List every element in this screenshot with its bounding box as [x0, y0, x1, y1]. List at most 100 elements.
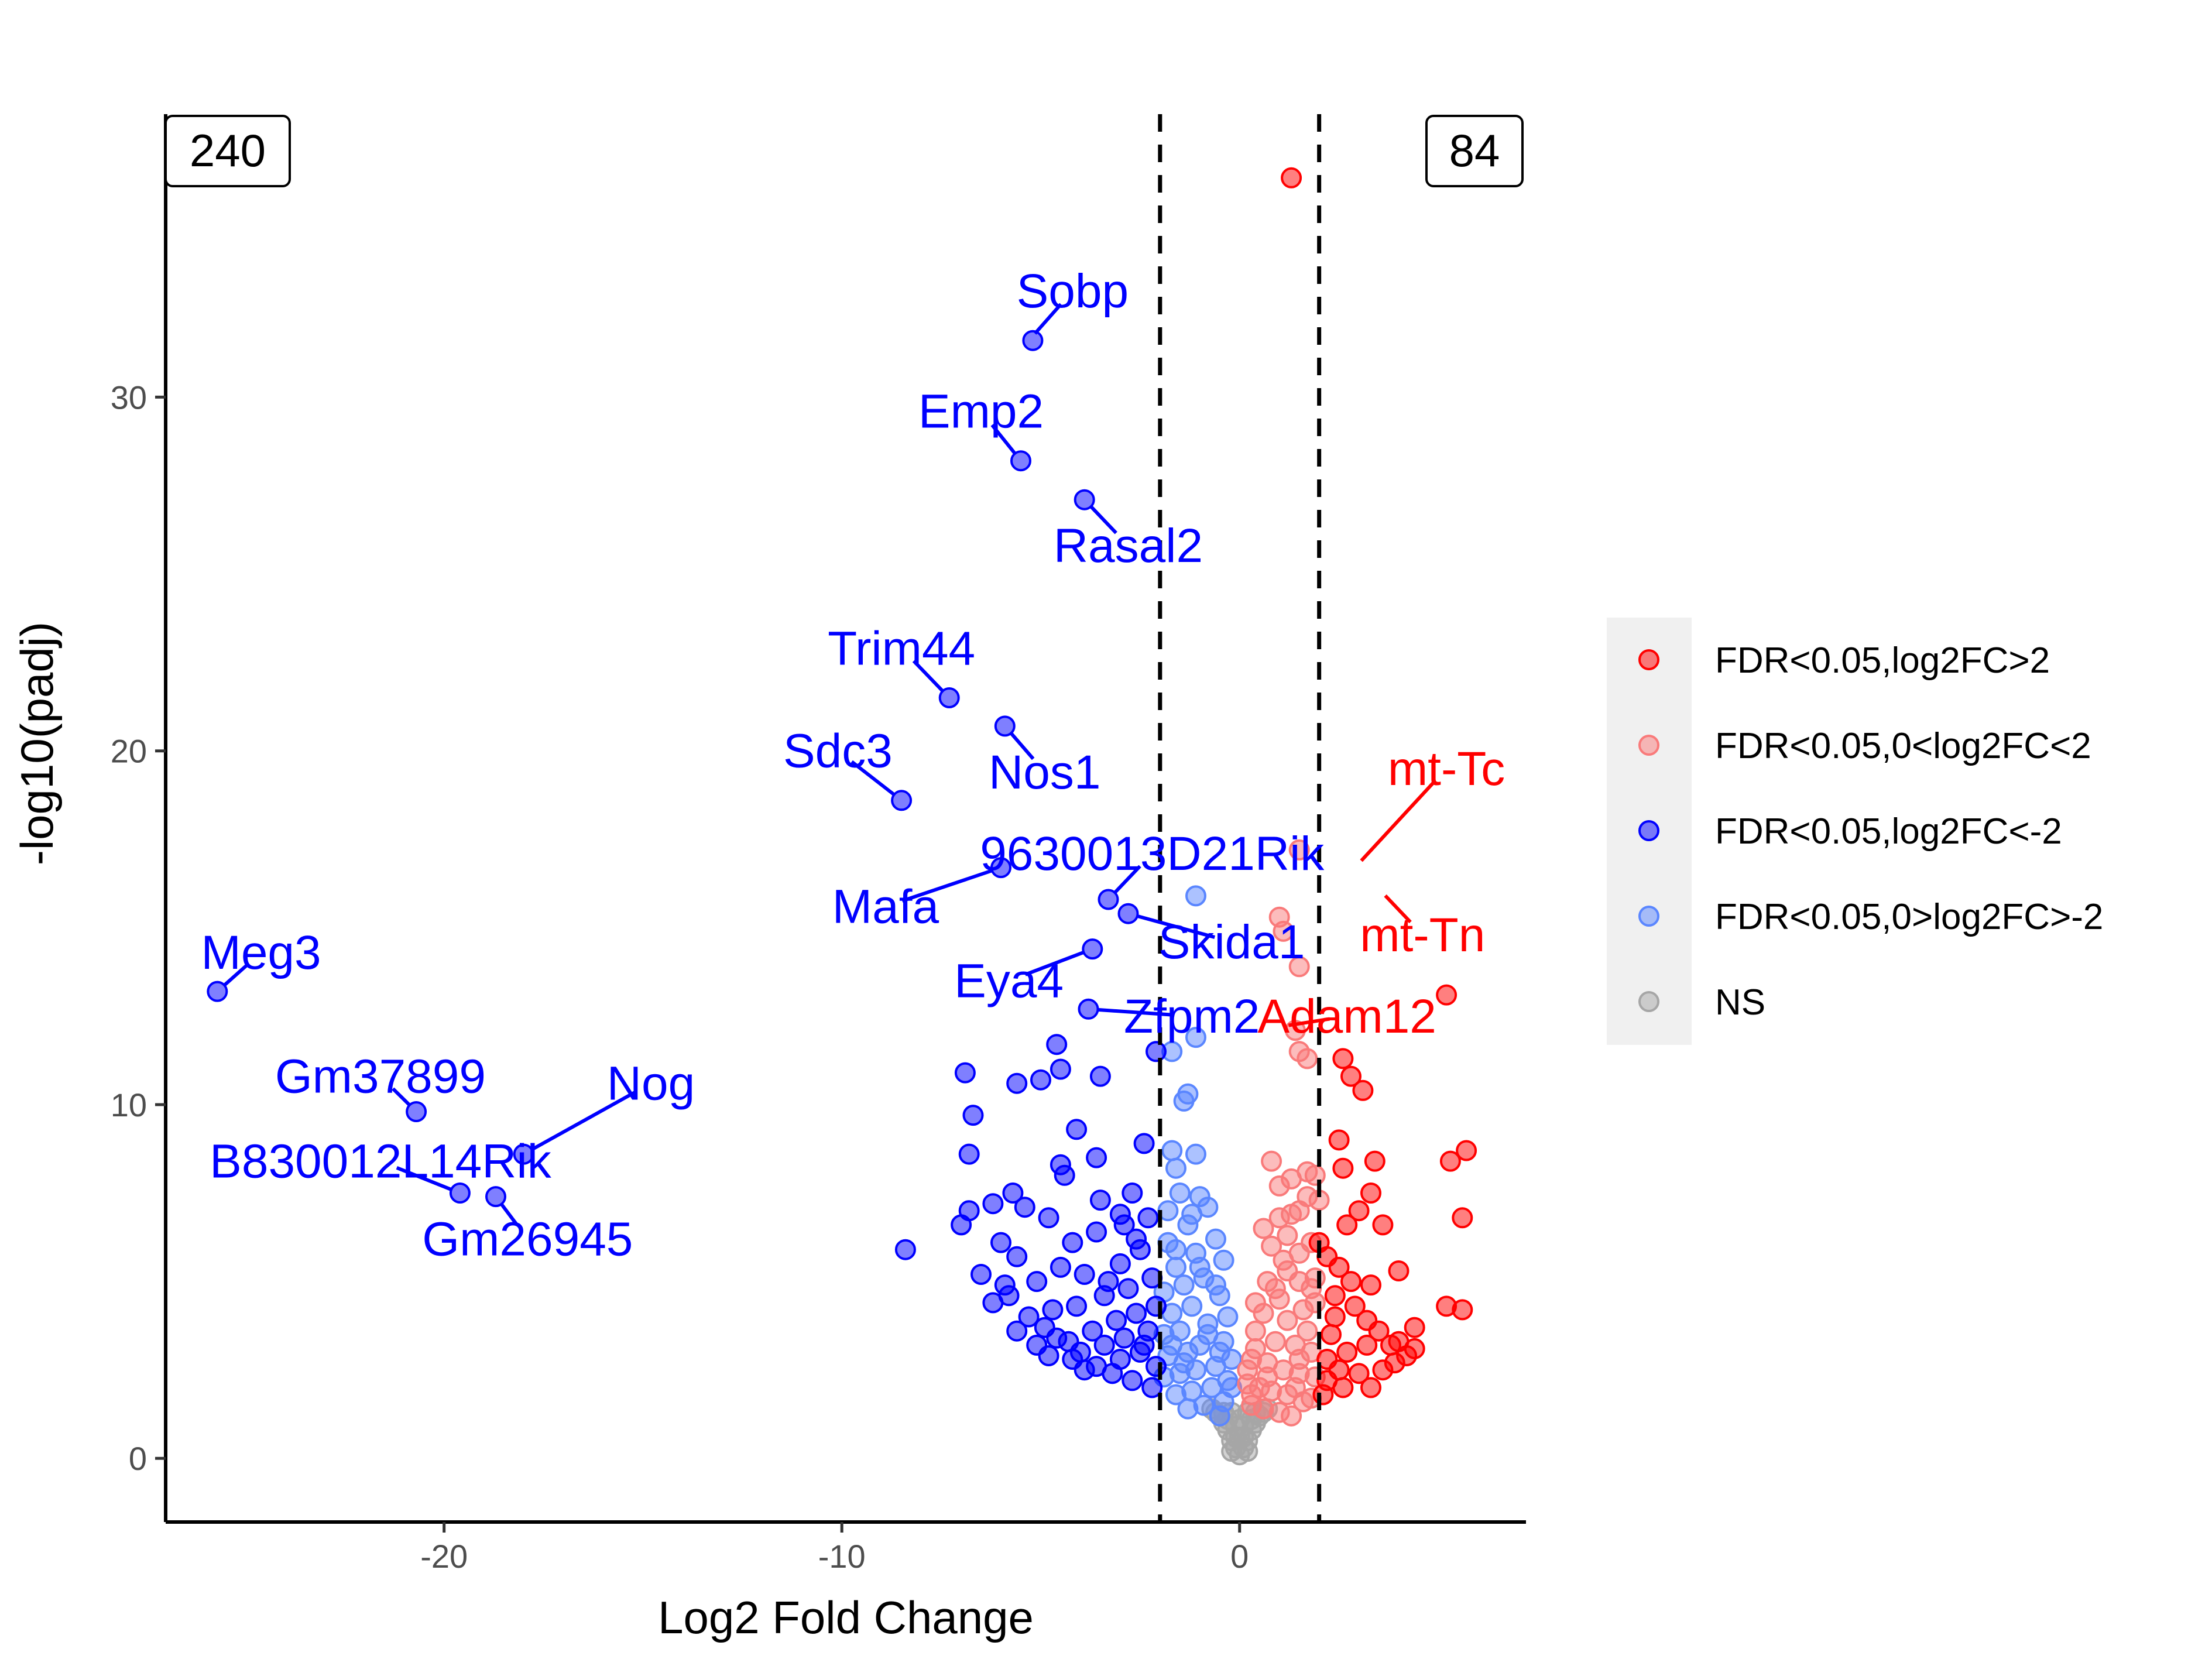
point-up-ns [1237, 1359, 1258, 1381]
gene-label-connector [1113, 865, 1141, 894]
gene-label-connector [1288, 1017, 1330, 1027]
point-up-sig [1332, 1377, 1354, 1399]
point-down-sig [485, 1186, 506, 1208]
point-down-sig [1093, 1334, 1115, 1356]
point-down-ns [1209, 1341, 1230, 1363]
point-up-ns [1297, 1048, 1318, 1070]
point-down-sig [994, 1274, 1016, 1296]
y-axis-title: -log10(padj) [11, 622, 63, 865]
gene-label-connector [392, 1087, 411, 1106]
legend-key [1638, 735, 1659, 756]
point-up-sig [1364, 1150, 1385, 1172]
gene-label-connector [1089, 505, 1117, 534]
gene-label: Trim44 [828, 622, 975, 675]
point-down-sig [938, 687, 960, 708]
point-down-sig [1038, 1207, 1059, 1229]
point-down-sig [1010, 450, 1031, 472]
point-down-sig [1098, 889, 1119, 910]
count-box-down: 240 [164, 115, 291, 187]
point-up-ns [1257, 1366, 1278, 1388]
gene-label: Nos1 [989, 746, 1100, 799]
point-up-ns [1281, 1405, 1302, 1427]
point-up-sig [1348, 1363, 1370, 1384]
point-down-sig [1030, 1069, 1051, 1091]
point-down-ns [1165, 1157, 1186, 1179]
y-tick-label: 0 [129, 1440, 147, 1477]
gene-label: Nog [607, 1057, 695, 1110]
point-up-ns [1284, 1377, 1306, 1399]
point-up-sig [1436, 984, 1457, 1006]
point-down-sig [1106, 1310, 1127, 1331]
gene-labels: Sobp Emp2 Rasal2 Trim44 Nos1 Sdc3 9630013D21Ri… [201, 265, 1505, 1266]
point-down-sig [513, 1143, 534, 1165]
gene-label: Gm37899 [275, 1050, 486, 1103]
legend-label: NS [1715, 982, 1765, 1023]
legend-key [1638, 991, 1659, 1012]
point-down-sig [406, 1101, 427, 1122]
point-up-sig [1321, 1324, 1342, 1345]
point-down-sig [1082, 1320, 1103, 1342]
gene-label-connector [1024, 950, 1085, 976]
gene-label-connector [531, 1090, 637, 1151]
point-down-sig [958, 1200, 980, 1222]
point-up-ns [1261, 1235, 1282, 1257]
gene-label: mt-Tn [1360, 909, 1485, 962]
count-up-label: 84 [1449, 125, 1500, 176]
point-up-ns [1244, 1320, 1266, 1342]
point-up-sig [1336, 1214, 1358, 1236]
legend-label: FDR<0.05,log2FC<-2 [1715, 811, 2062, 852]
gene-label: B830012L14Rik [210, 1135, 552, 1188]
point-down-sig [1054, 1164, 1075, 1186]
legend-key [1638, 649, 1659, 670]
point-down-sig [1137, 1207, 1159, 1229]
gene-label: Emp2 [918, 385, 1044, 438]
point-down-sig [994, 715, 1016, 737]
point-down-ns [1173, 1352, 1195, 1374]
point-down-sig [1122, 1182, 1143, 1204]
point-down-sig [1006, 1072, 1028, 1094]
point-down-ns [1185, 885, 1206, 907]
y-tick-label: 10 [111, 1086, 147, 1123]
point-down-ns [1165, 1384, 1186, 1406]
gene-label-connector [223, 962, 249, 987]
gene-label-connector [500, 1203, 519, 1226]
point-down-ns [1205, 1274, 1226, 1296]
gene-label-connector [1010, 732, 1035, 760]
point-up-sig [1404, 1317, 1425, 1338]
gene-label: Adam12 [1257, 990, 1436, 1043]
point-down-ns [1197, 1324, 1219, 1345]
gene-label: Gm26945 [422, 1213, 633, 1266]
gene-label: Zfpm2 [1124, 990, 1260, 1043]
point-down-sig [1042, 1299, 1064, 1321]
point-up-sig [1452, 1207, 1473, 1229]
point-down-sig [1006, 1246, 1028, 1267]
point-down-sig [958, 1143, 980, 1165]
point-down-sig [1086, 1147, 1107, 1168]
point-up-sig [1368, 1320, 1390, 1342]
point-up-sig [1312, 1384, 1334, 1406]
point-down-sig [1109, 1253, 1131, 1274]
point-up-ns [1273, 920, 1294, 942]
point-down-sig [962, 1105, 984, 1126]
gene-label: Sdc3 [783, 725, 893, 778]
point-up-sig [1348, 1200, 1370, 1222]
point-down-sig [1074, 1264, 1095, 1285]
point-up-sig [1328, 1129, 1350, 1151]
points-layer [207, 167, 1477, 1466]
point-down-ns [1213, 1249, 1234, 1271]
point-down-ns [1189, 1256, 1210, 1278]
point-down-sig [1066, 1119, 1088, 1140]
point-down-sig [1006, 1320, 1028, 1342]
point-down-ns [1177, 1398, 1199, 1420]
point-up-ns [1273, 1249, 1294, 1271]
point-down-ns [1161, 1140, 1183, 1161]
point-down-sig [1109, 1204, 1131, 1225]
point-up-sig [1404, 1338, 1425, 1359]
gene-label: mt-Tc [1388, 742, 1505, 796]
legend-key [1638, 906, 1659, 927]
gene-label-connector [1098, 1007, 1175, 1017]
point-up-sig [1388, 1260, 1409, 1281]
gene-label-connector [1360, 780, 1436, 862]
point-up-sig [1439, 1150, 1461, 1172]
